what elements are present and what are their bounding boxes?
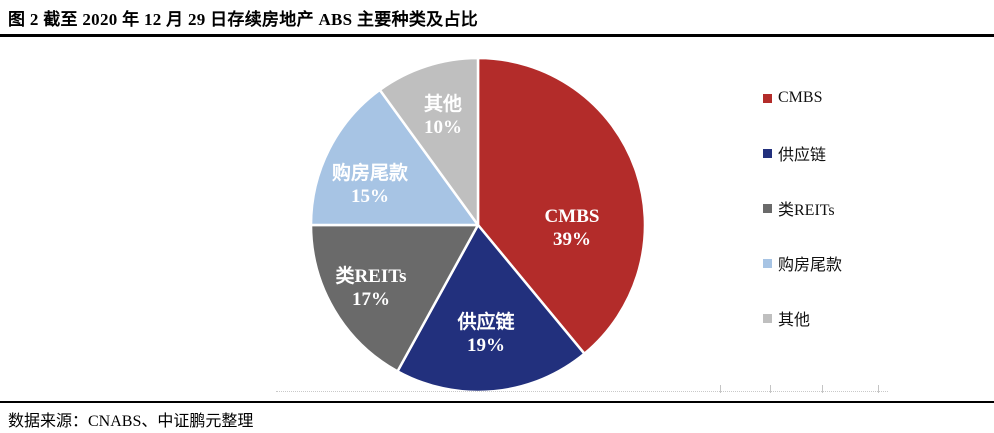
legend-label-cmbs: CMBS bbox=[778, 89, 823, 106]
legend-item-quasi-reits: 类REITs bbox=[763, 200, 842, 219]
source-note: 数据来源：CNABS、中证鹏元整理 bbox=[8, 413, 254, 430]
legend-item-other: 其他 bbox=[763, 310, 842, 329]
pie-label-supply-chain: 供应链 19% bbox=[456, 310, 514, 356]
figure-title: 图 2 截至 2020 年 12 月 29 日存续房地产 ABS 主要种类及占比 bbox=[8, 10, 479, 29]
pie-label-other: 其他 10% bbox=[424, 92, 462, 138]
axis-remnant-line bbox=[276, 391, 888, 392]
legend-item-home-purchase-balance: 购房尾款 bbox=[763, 255, 842, 274]
pie-label-cmbs: CMBS 39% bbox=[545, 206, 600, 250]
legend-swatch-cmbs bbox=[763, 93, 772, 103]
legend-label-supply-chain: 供应链 bbox=[778, 147, 827, 164]
legend-label-home-purchase-balance: 购房尾款 bbox=[778, 257, 843, 274]
legend-swatch-home-purchase-balance bbox=[763, 258, 772, 268]
pie-slice-quasi-reits bbox=[309, 223, 480, 373]
pie-slice-other bbox=[378, 56, 480, 227]
legend-swatch-quasi-reits bbox=[763, 203, 772, 213]
legend-swatch-supply-chain bbox=[763, 148, 772, 158]
legend-label-quasi-reits: 类REITs bbox=[778, 202, 835, 219]
pie-slice-cmbs bbox=[476, 56, 647, 355]
legend-swatch-other bbox=[763, 313, 772, 323]
legend-item-supply-chain: 供应链 bbox=[763, 145, 842, 164]
axis-remnant-tick bbox=[720, 385, 721, 393]
legend: CMBS 供应链类REITs 购房尾款其他 bbox=[763, 89, 842, 365]
legend-item-cmbs: CMBS bbox=[763, 89, 842, 106]
pie-label-quasi-reits: 类REITs 17% bbox=[335, 264, 406, 310]
axis-remnant-tick bbox=[770, 385, 771, 393]
axis-remnant-tick bbox=[878, 385, 879, 393]
title-divider bbox=[0, 34, 994, 37]
pie-label-home-purchase-balance: 购房尾款 15% bbox=[332, 161, 409, 207]
legend-label-other: 其他 bbox=[778, 312, 811, 329]
footer-divider bbox=[0, 401, 994, 403]
axis-remnant-tick bbox=[822, 385, 823, 393]
pie-slice-home-purchase-balance bbox=[309, 88, 480, 227]
